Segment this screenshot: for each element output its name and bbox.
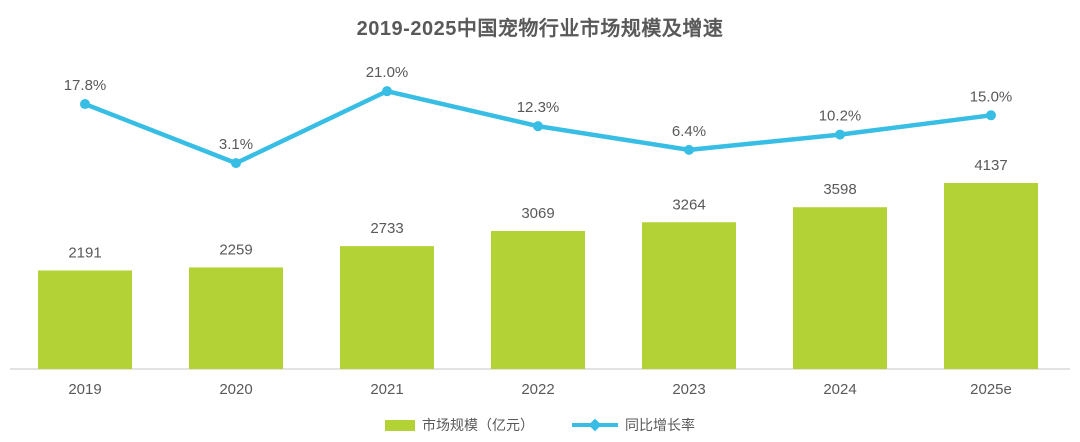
bar-value-label-2024: 3598 — [823, 181, 856, 198]
line-value-label-2024: 10.2% — [819, 108, 862, 125]
x-axis-label-2020: 2020 — [219, 381, 252, 398]
bar-value-label-2023: 3264 — [672, 196, 705, 213]
line-point-2021 — [382, 86, 392, 97]
bar-2021 — [340, 246, 434, 369]
line-point-2024 — [835, 129, 845, 140]
chart-title: 2019-2025中国宠物行业市场规模及增速 — [356, 18, 724, 40]
line-point-2023 — [684, 144, 694, 155]
diamond-marker-icon — [588, 418, 602, 432]
bar-value-label-2021: 2733 — [370, 220, 403, 237]
line-point-2022 — [533, 121, 543, 132]
legend-item-growth-rate: 同比增长率 — [572, 415, 695, 435]
line-value-label-2021: 21.0% — [366, 64, 409, 81]
bar-swatch-icon — [385, 419, 415, 431]
x-axis-label-2022: 2022 — [521, 381, 554, 398]
line-value-label-2022: 12.3% — [517, 99, 560, 116]
bar-value-label-2020: 2259 — [219, 241, 252, 258]
line-value-label-2019: 17.8% — [64, 77, 107, 94]
x-axis-label-2023: 2023 — [672, 381, 705, 398]
bar-2023 — [642, 222, 736, 369]
x-axis-label-2021: 2021 — [370, 381, 403, 398]
bar-2022 — [491, 231, 585, 369]
legend-label-market-size: 市场规模（亿元） — [422, 417, 534, 433]
line-value-label-2023: 6.4% — [672, 123, 706, 140]
bar-value-label-2019: 2191 — [68, 244, 101, 261]
bar-2025e — [944, 183, 1038, 369]
legend: 市场规模（亿元） 同比增长率 — [0, 415, 1080, 435]
x-axis-label-2019: 2019 — [68, 381, 101, 398]
line-value-label-2025e: 15.0% — [970, 88, 1013, 105]
x-axis-label-2024: 2024 — [823, 381, 856, 398]
bar-2019 — [38, 270, 132, 369]
line-point-2020 — [231, 158, 241, 169]
line-value-label-2020: 3.1% — [219, 136, 253, 153]
line-swatch-icon — [572, 418, 618, 432]
bar-value-label-2022: 3069 — [521, 205, 554, 222]
line-point-2019 — [80, 99, 90, 110]
bar-2020 — [189, 267, 283, 369]
line-point-2025e — [986, 110, 996, 121]
bar-value-label-2025e: 4137 — [974, 157, 1007, 174]
legend-label-growth-rate: 同比增长率 — [625, 417, 695, 433]
x-axis-label-2025e: 2025e — [970, 381, 1012, 398]
legend-item-market-size: 市场规模（亿元） — [385, 415, 534, 435]
bar-2024 — [793, 207, 887, 369]
